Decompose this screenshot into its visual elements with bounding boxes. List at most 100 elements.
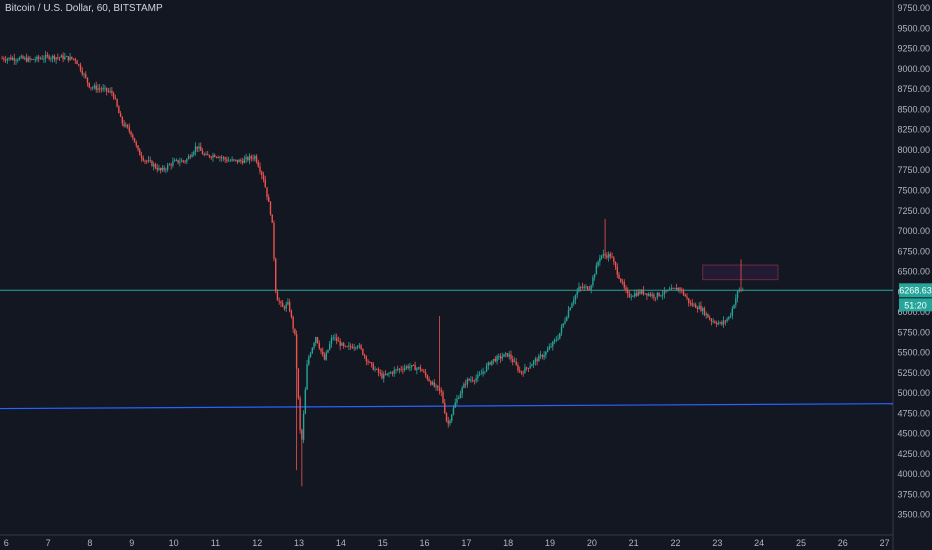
x-tick-label: 7 [46, 538, 51, 548]
candle-body [349, 345, 352, 347]
candle-body [412, 365, 415, 366]
candle-body [330, 338, 333, 344]
candle-body [579, 286, 582, 288]
candle-body [628, 293, 631, 297]
candle-body [320, 348, 322, 352]
candle-body [283, 306, 286, 309]
x-tick-label: 9 [129, 538, 134, 548]
candle-body [454, 402, 456, 408]
candle-body [306, 364, 308, 390]
candle-body [327, 349, 329, 353]
candle-body [557, 338, 559, 340]
candle-body [245, 157, 247, 160]
candle-body [383, 374, 385, 379]
price-axis[interactable]: 9750.00 9500.00 9250.00 9000.00 8750.00 8500.… [897, 3, 930, 520]
y-tick-label: 5000.00 [897, 388, 930, 398]
candle-body [681, 289, 683, 291]
candle-body [719, 322, 721, 324]
x-tick-label: 17 [461, 538, 471, 548]
candle-body [515, 361, 517, 365]
candle-body [569, 307, 571, 311]
candle-body [92, 87, 94, 89]
candle-body [376, 369, 378, 370]
symbol-title[interactable]: Bitcoin / U.S. Dollar, 60, BITSTAMP [5, 3, 163, 14]
candle-body [309, 353, 312, 357]
y-tick-label: 9250.00 [897, 44, 930, 54]
candle-body [393, 369, 395, 374]
time-axis[interactable]: 6 7 8 9 10 11 12 13 14 15 16 17 18 19 20 21 22 23 24 25 26 27 [4, 538, 890, 548]
candle-body [740, 289, 742, 291]
candle-body [421, 369, 423, 372]
candle-body [165, 169, 167, 171]
highlight-rectangle [702, 264, 779, 281]
y-tick-label: 9000.00 [897, 64, 930, 74]
candle-body [660, 295, 662, 297]
candle-body [625, 287, 627, 291]
candle-body [735, 298, 737, 305]
candle-body [524, 367, 526, 374]
y-tick-label: 4500.00 [897, 429, 930, 439]
candle-body [667, 290, 669, 292]
candle-body [386, 373, 388, 375]
candle-body [351, 346, 354, 349]
support-trendline [0, 403, 894, 410]
candle-body [377, 369, 380, 373]
y-tick-label: 7500.00 [897, 185, 930, 195]
candle-body [390, 372, 392, 374]
y-tick-label: 5250.00 [897, 368, 930, 378]
x-tick-label: 26 [838, 538, 848, 548]
candle-body [513, 361, 516, 363]
candle-body [689, 302, 692, 304]
candle-body [416, 368, 418, 371]
candle-body [111, 90, 113, 94]
candle-body [451, 414, 453, 421]
candle-body [158, 168, 160, 170]
candle-body [623, 282, 625, 288]
candle-body [677, 287, 679, 291]
candle-body [395, 369, 397, 371]
candle-body [480, 373, 483, 375]
candle-body [269, 201, 272, 215]
candle-body [482, 371, 484, 374]
candle-body [146, 160, 148, 162]
candle-body [560, 326, 563, 333]
candle-body [116, 99, 118, 107]
candle-body [123, 123, 125, 127]
candle-body [280, 301, 282, 304]
candle-body [374, 369, 376, 370]
candle-body [290, 310, 293, 317]
x-tick-label: 14 [336, 538, 346, 548]
candle-body [658, 292, 660, 296]
candle-body [529, 366, 531, 369]
candle-body [126, 124, 129, 128]
candle-body [611, 256, 613, 258]
candle-body [367, 360, 369, 363]
candle-body [257, 162, 259, 167]
candle-body [264, 179, 266, 188]
candle-body [67, 56, 70, 61]
candle-body [487, 362, 490, 366]
candle-body [119, 113, 122, 117]
candle-body [275, 258, 277, 292]
candle-body [384, 374, 387, 376]
y-tick-label: 6000.00 [897, 307, 930, 317]
candle-body [724, 320, 727, 322]
candle-body [172, 161, 174, 166]
candle-body [517, 364, 519, 371]
candle-body [166, 165, 169, 170]
candle-body [733, 304, 735, 309]
candle-body [121, 116, 124, 124]
candle-body [58, 57, 61, 59]
candle-body [597, 261, 599, 266]
candle-body [189, 156, 192, 158]
candle-body [201, 150, 204, 155]
price-badges: 6268.63 51:20 [899, 283, 932, 312]
candle-body [736, 290, 739, 299]
candle-body [295, 334, 298, 369]
candle-body [590, 285, 592, 290]
candle-body [107, 91, 110, 92]
candle-body [548, 346, 551, 350]
candle-body [417, 367, 420, 369]
candle-body [541, 354, 544, 358]
